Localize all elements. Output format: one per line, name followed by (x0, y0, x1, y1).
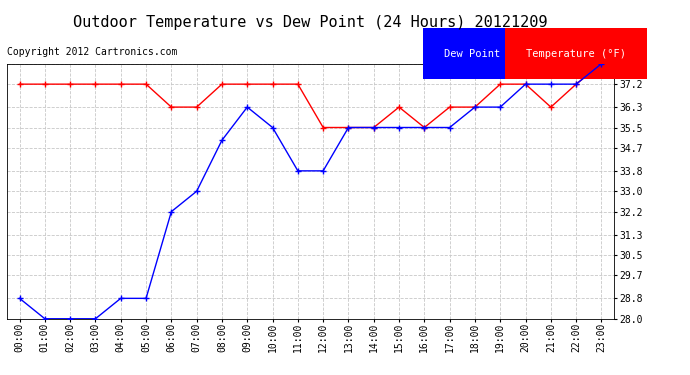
Text: Temperature (°F): Temperature (°F) (526, 49, 626, 58)
Text: Copyright 2012 Cartronics.com: Copyright 2012 Cartronics.com (7, 47, 177, 57)
Text: Dew Point (°F): Dew Point (°F) (444, 49, 531, 58)
Text: Outdoor Temperature vs Dew Point (24 Hours) 20121209: Outdoor Temperature vs Dew Point (24 Hou… (73, 15, 548, 30)
